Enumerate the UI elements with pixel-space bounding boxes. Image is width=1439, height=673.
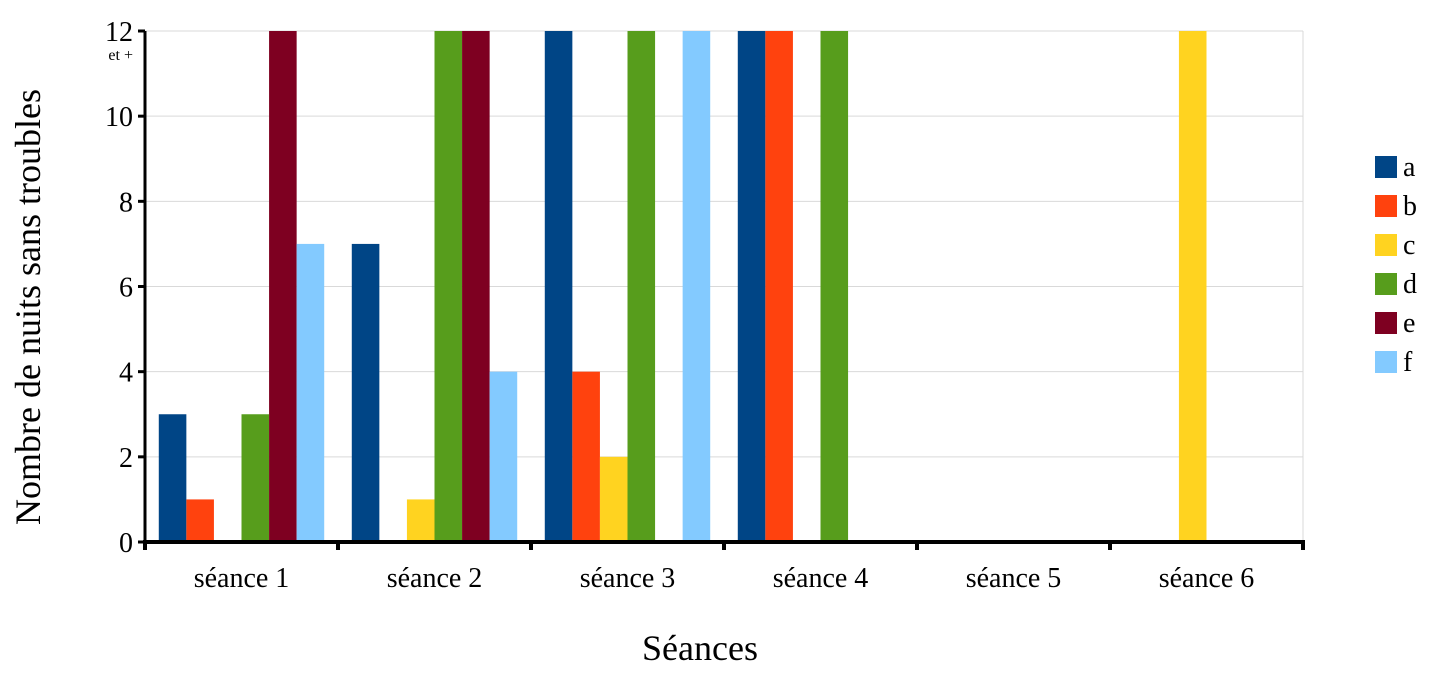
bar-d-2	[434, 31, 463, 542]
bar-b-3	[572, 371, 600, 542]
bar-b-4	[765, 31, 793, 542]
bar-e-2	[462, 31, 490, 542]
gridlines	[145, 30, 1304, 542]
x-tick-label: séance 2	[387, 563, 483, 594]
y-tick-label: 10	[105, 102, 133, 133]
y-tick-label: 8	[119, 187, 133, 218]
bar-d-4	[820, 31, 849, 542]
y-tick-label: 6	[119, 273, 133, 304]
bar-a-1	[158, 414, 187, 542]
legend-label-c: c	[1403, 230, 1415, 261]
bar-c-6	[1178, 31, 1207, 542]
x-axis-title: Séances	[642, 628, 758, 668]
legend-swatch-e	[1375, 312, 1397, 334]
legend-swatch-b	[1375, 195, 1397, 217]
bars	[158, 31, 1207, 542]
legend-label-d: d	[1403, 269, 1417, 300]
bar-b-1	[186, 499, 214, 542]
y-axis-title: Nombre de nuits sans troubles	[8, 89, 48, 525]
bar-a-4	[737, 31, 766, 542]
y-tick-label: 4	[119, 358, 133, 389]
x-tick-label: séance 6	[1159, 563, 1255, 594]
bar-d-3	[627, 31, 656, 542]
legend-label-b: b	[1403, 191, 1417, 222]
x-tick-label: séance 5	[966, 563, 1062, 594]
bar-c-2	[406, 499, 435, 542]
bar-c-3	[599, 456, 628, 542]
bar-d-1	[241, 414, 270, 542]
bar-e-1	[269, 31, 297, 542]
x-tick-label: séance 1	[194, 563, 290, 594]
y-tick-label: 2	[119, 443, 133, 474]
legend-label-e: e	[1403, 308, 1415, 339]
y-tick-label: 12	[105, 17, 133, 48]
bar-a-2	[351, 243, 380, 542]
bar-f-3	[682, 31, 711, 542]
legend-swatch-d	[1375, 273, 1397, 295]
bar-a-3	[544, 31, 573, 542]
legend-swatch-f	[1375, 351, 1397, 373]
legend-swatch-c	[1375, 234, 1397, 256]
legend-swatch-a	[1375, 156, 1397, 178]
y-tick-label: 0	[119, 528, 133, 559]
y-top-tick-note: et +	[108, 47, 133, 64]
x-tick-label: séance 3	[580, 563, 676, 594]
legend-label-a: a	[1403, 152, 1416, 183]
bar-f-2	[489, 371, 518, 542]
legend-label-f: f	[1403, 347, 1413, 378]
x-tick-label: séance 4	[773, 563, 869, 594]
bar-f-1	[296, 243, 325, 542]
